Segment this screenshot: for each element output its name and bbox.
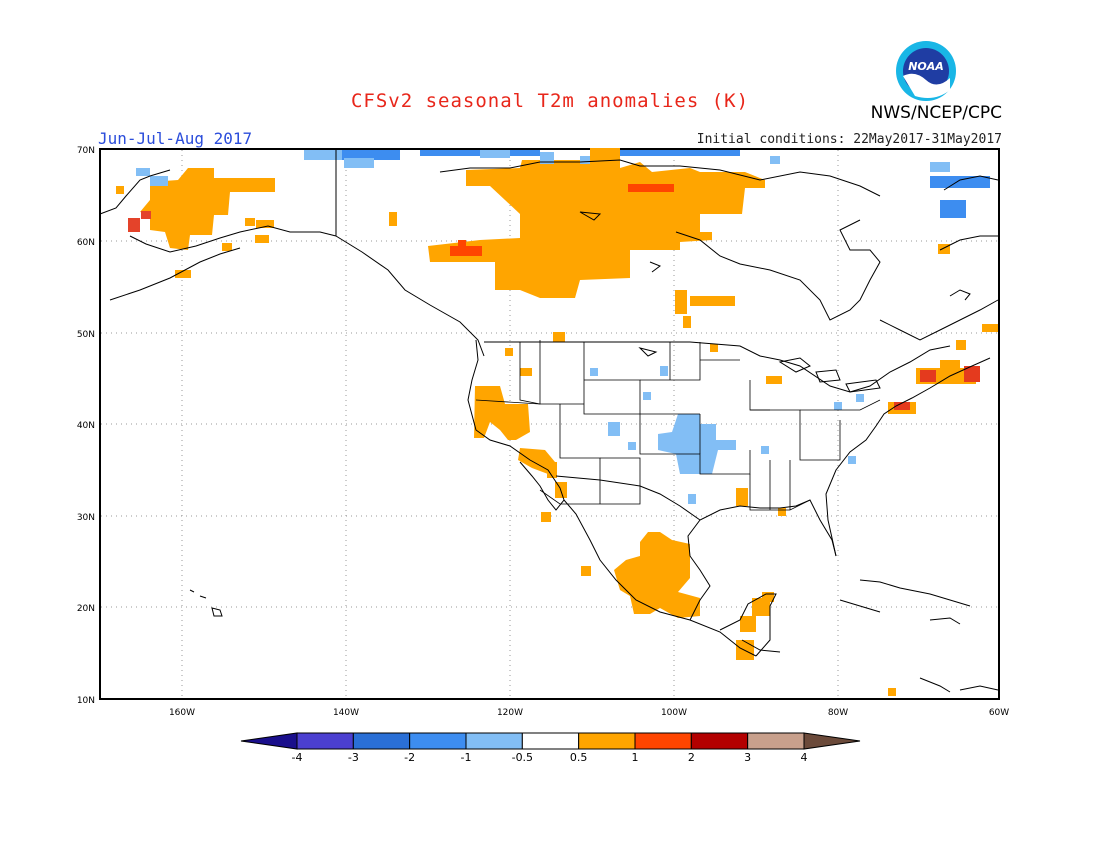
initial-conditions-label: Initial conditions: 22May2017-31May2017 <box>696 132 1002 147</box>
colorbar-tick-label: -0.5 <box>512 751 533 764</box>
anomaly-warm-mexico <box>614 488 896 696</box>
y-tick-label: 50N <box>77 330 95 340</box>
colorbar-swatch <box>352 732 411 750</box>
anomaly-warm-west-us <box>474 348 591 576</box>
y-tick-label: 60N <box>77 238 95 248</box>
anomaly-cool-arctic <box>340 150 990 218</box>
x-tick-label: 80W <box>828 708 848 718</box>
x-tick-label: 100W <box>661 708 687 718</box>
colorbar-tick-label: 1 <box>632 751 639 764</box>
y-tick-label: 70N <box>77 146 95 156</box>
colorbar <box>240 732 861 750</box>
anomaly-hot-canada <box>450 184 674 256</box>
noaa-logo: NOAA <box>896 41 956 101</box>
colorbar-tick-label: -3 <box>348 751 359 764</box>
country-borders <box>484 341 951 653</box>
colorbar-tick-label: -4 <box>292 751 303 764</box>
colorbar-swatch <box>521 732 580 750</box>
colorbar-swatch <box>296 732 354 750</box>
colorbar-swatch <box>690 732 749 750</box>
colorbar-tick-label: -2 <box>404 751 415 764</box>
x-tick-label: 60W <box>989 708 1009 718</box>
y-tick-label: 30N <box>77 513 95 523</box>
colorbar-labels: -4 -3 -2 -1 -0.5 0.5 1 2 3 4 <box>292 751 808 764</box>
colorbar-swatch <box>578 732 636 750</box>
colorbar-tick-label: 4 <box>801 751 808 764</box>
anomaly-hot-northeast <box>894 366 980 410</box>
colorbar-min-arrow <box>240 732 298 750</box>
lakes <box>579 211 881 393</box>
anomaly-lightcool-arctic <box>136 150 950 186</box>
state-borders <box>475 340 881 511</box>
map-title: CFSv2 seasonal T2m anomalies (K) <box>350 90 750 112</box>
anomaly-cool-central-us <box>590 366 864 504</box>
anomaly-hot-alaska <box>128 211 151 232</box>
colorbar-swatch <box>634 732 692 750</box>
y-axis: 70N 60N 50N 40N 30N 20N 10N <box>77 146 95 706</box>
x-tick-label: 160W <box>169 708 195 718</box>
y-tick-label: 10N <box>77 696 95 706</box>
colorbar-swatch <box>747 732 805 750</box>
colorbar-tick-label: 0.5 <box>570 751 588 764</box>
colorbar-tick-label: 3 <box>744 751 751 764</box>
colorbar-max-arrow <box>803 732 861 750</box>
y-tick-label: 20N <box>77 604 95 614</box>
anomaly-warm-canada <box>389 148 765 352</box>
agency-label: NWS/NCEP/CPC <box>870 103 1002 123</box>
colorbar-tick-label: 2 <box>688 751 695 764</box>
x-axis: 160W 140W 120W 100W 80W 60W <box>169 708 1009 718</box>
anomaly-warm-alaska <box>116 168 275 278</box>
x-tick-label: 120W <box>497 708 523 718</box>
y-tick-label: 40N <box>77 421 95 431</box>
colorbar-swatch <box>465 732 523 750</box>
colorbar-tick-label: -1 <box>461 751 472 764</box>
x-tick-label: 140W <box>333 708 359 718</box>
logo-text: NOAA <box>908 60 944 73</box>
season-label: Jun-Jul-Aug 2017 <box>98 129 253 148</box>
colorbar-swatch <box>409 732 467 750</box>
islands <box>189 589 223 617</box>
